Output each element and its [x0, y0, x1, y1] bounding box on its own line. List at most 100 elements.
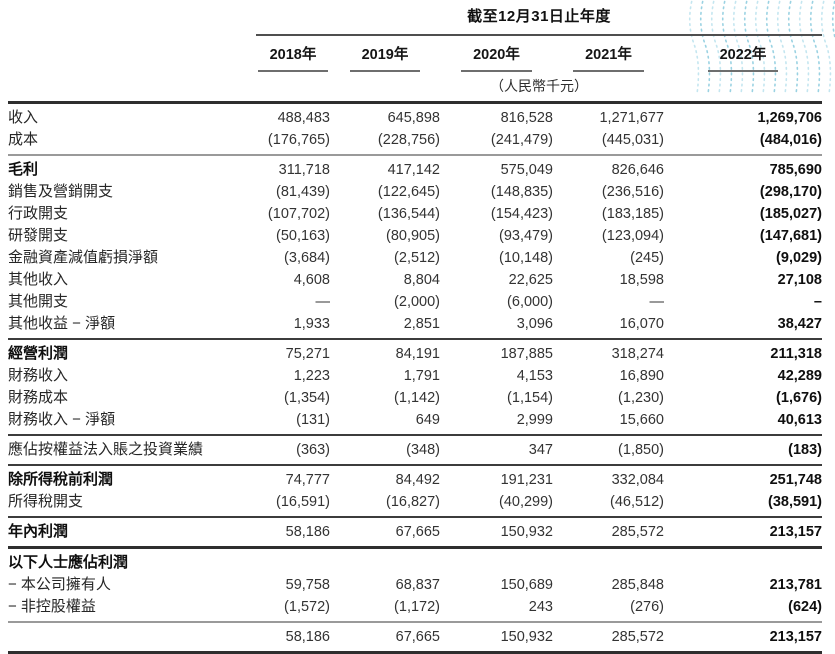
cell-value: (46,512)	[609, 494, 664, 510]
cell-value: (1,676)	[776, 390, 822, 406]
row-label: 毛利	[8, 161, 39, 178]
table-row: 成本 (176,765) (228,756) (241,479) (445,03…	[8, 129, 822, 151]
row-label: 應佔按權益法入賬之投資業績	[8, 441, 204, 458]
divider-rule-dark	[8, 434, 822, 436]
table-row: 財務收入 − 淨額 (131) 649 2,999 15,660 40,613	[8, 409, 822, 431]
cell-value: 74,777	[285, 472, 330, 488]
table-row: 金融資產減值虧損淨額 (3,684) (2,512) (10,148) (245…	[8, 247, 822, 269]
table-row: − 非控股權益 (1,572) (1,172) 243 (276) (624)	[8, 596, 822, 618]
table-row: 應佔按權益法入賬之投資業績 (363) (348) 347 (1,850) (1…	[8, 439, 822, 461]
cell-value: (10,148)	[498, 250, 553, 266]
row-label: 財務收入	[8, 367, 69, 384]
cell-value: (147,681)	[759, 228, 822, 244]
cell-value: 84,492	[395, 472, 440, 488]
cell-value: 15,660	[619, 412, 664, 428]
divider-rule-gray	[8, 621, 822, 623]
table-row: 年內利潤 58,186 67,665 150,932 285,572 213,1…	[8, 521, 822, 543]
cell-value: (80,905)	[385, 228, 440, 244]
cell-value: 649	[415, 412, 440, 428]
cell-value: 285,848	[611, 577, 664, 593]
table-row: 研發開支 (50,163) (80,905) (93,479) (123,094…	[8, 225, 822, 247]
divider-rule-gray	[8, 154, 822, 156]
cell-value: (348)	[406, 442, 440, 458]
cell-value: 285,572	[611, 629, 664, 645]
table-row: 收入 488,483 645,898 816,528 1,271,677 1,2…	[8, 107, 822, 129]
cell-value: (16,827)	[385, 494, 440, 510]
cell-value: 150,932	[500, 524, 553, 540]
cell-value: 213,781	[769, 577, 822, 593]
row-label: 研發開支	[8, 227, 69, 244]
table-row: 以下人士應佔利潤	[8, 552, 822, 574]
cell-value: (93,479)	[498, 228, 553, 244]
row-label: 所得稅開支	[8, 493, 84, 510]
row-label: 除所得稅前利潤	[8, 471, 114, 488]
cell-value: 347	[528, 442, 553, 458]
cell-value: (183)	[788, 442, 822, 458]
table-header: 截至12月31日止年度 2018年 2019年 2020年 2021年 2022…	[256, 0, 822, 95]
cell-value: (3,684)	[284, 250, 330, 266]
currency-unit-note: （人民幣千元）	[490, 78, 588, 94]
cell-value: (38,591)	[767, 494, 822, 510]
cell-value: 417,142	[387, 162, 440, 178]
cell-value	[256, 552, 330, 574]
cell-value: 816,528	[500, 110, 553, 126]
cell-value: (122,645)	[377, 184, 440, 200]
cell-value: (1,850)	[618, 442, 664, 458]
row-label: 年內利潤	[8, 523, 69, 540]
cell-value: 213,157	[769, 629, 822, 645]
cell-value: (107,702)	[267, 206, 330, 222]
table-row: 財務收入 1,223 1,791 4,153 16,890 42,289	[8, 365, 822, 387]
cell-value: 285,572	[611, 524, 664, 540]
table-row: 行政開支 (107,702) (136,544) (154,423) (183,…	[8, 203, 822, 225]
table-row: − 本公司擁有人 59,758 68,837 150,689 285,848 2…	[8, 574, 822, 596]
cell-value: 27,108	[777, 272, 822, 288]
cell-value: 16,070	[619, 316, 664, 332]
cell-value: 40,613	[777, 412, 822, 428]
cell-value: (1,142)	[394, 390, 440, 406]
row-label: 經營利潤	[8, 345, 69, 362]
cell-value: 1,933	[293, 316, 330, 332]
cell-value: (484,016)	[759, 132, 822, 148]
cell-value: (2,000)	[394, 294, 440, 310]
divider-rule-dark	[8, 516, 822, 518]
row-label: 收入	[8, 109, 39, 126]
table-row: 財務成本 (1,354) (1,142) (1,154) (1,230) (1,…	[8, 387, 822, 409]
cell-value: 8,804	[403, 272, 440, 288]
cell-value: 67,665	[395, 629, 440, 645]
cell-value: 213,157	[769, 524, 822, 540]
cell-value: (148,835)	[490, 184, 553, 200]
cell-value: 68,837	[395, 577, 440, 593]
cell-value: 22,625	[508, 272, 553, 288]
cell-value: 4,153	[516, 368, 553, 384]
cell-value: (1,572)	[284, 599, 330, 615]
divider-rule-dark	[8, 464, 822, 466]
row-label: 銷售及營銷開支	[8, 183, 114, 200]
cell-value: —	[315, 294, 331, 310]
cell-value: (1,230)	[618, 390, 664, 406]
cell-value: 2,999	[516, 412, 553, 428]
cell-value: (1,154)	[507, 390, 553, 406]
cell-value: 251,748	[769, 472, 822, 488]
cell-value: 18,598	[619, 272, 664, 288]
cell-value: (176,765)	[267, 132, 330, 148]
cell-value: 58,186	[285, 629, 330, 645]
cell-value: (241,479)	[490, 132, 553, 148]
year-columns-row: 2018年 2019年 2020年 2021年 2022年	[256, 34, 822, 72]
cell-value: 645,898	[387, 110, 440, 126]
cell-value: (154,423)	[490, 206, 553, 222]
row-label: 成本	[8, 131, 39, 148]
table-row: 所得稅開支 (16,591) (16,827) (40,299) (46,512…	[8, 491, 822, 513]
cell-value: (185,027)	[759, 206, 822, 222]
cell-value: (123,094)	[601, 228, 664, 244]
cell-value: 84,191	[395, 346, 440, 362]
row-label: − 本公司擁有人	[8, 576, 111, 593]
cell-value: 2,851	[403, 316, 440, 332]
cell-value: 75,271	[285, 346, 330, 362]
cell-value: 575,049	[500, 162, 553, 178]
period-title: 截至12月31日止年度	[467, 8, 611, 25]
cell-value: 318,274	[611, 346, 664, 362]
cell-value: (16,591)	[275, 494, 330, 510]
cell-value: 785,690	[769, 162, 822, 178]
table-row: 其他開支 — (2,000) (6,000) — –	[8, 291, 822, 313]
cell-value: (40,299)	[498, 494, 553, 510]
